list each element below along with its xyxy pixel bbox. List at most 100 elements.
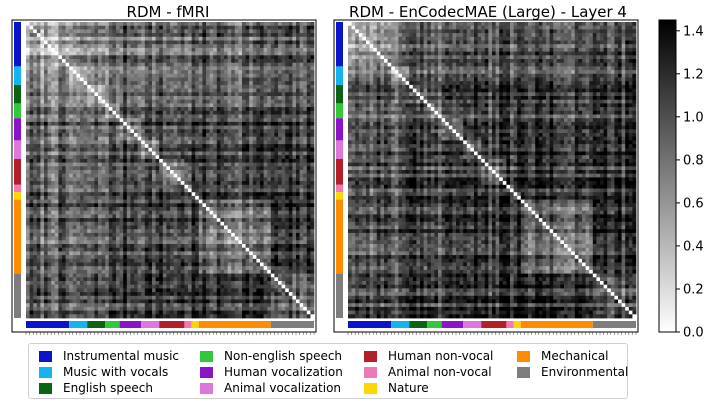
heatmap-cell [108,221,113,226]
heatmap-cell [209,36,214,41]
heatmap-cell [144,133,149,138]
heatmap-cell [234,240,239,245]
heatmap-cell [159,188,164,193]
heatmap-cell [184,147,189,152]
heatmap-cell [119,66,124,71]
heatmap-cell [216,225,221,230]
heatmap-cell [144,166,149,171]
heatmap-cell [166,221,171,226]
heatmap-cell [249,129,254,134]
heatmap-cell [51,40,56,45]
heatmap-cell [119,229,124,234]
heatmap-cell [260,114,264,119]
heatmap-cell [252,121,257,126]
heatmap-cell [209,59,214,64]
heatmap-cell [292,22,297,27]
heatmap-cell [44,133,48,138]
heatmap-cell [123,99,128,104]
heatmap-cell [162,221,167,226]
heatmap-cell [90,114,95,119]
heatmap-cell [58,203,63,208]
heatmap-cell [231,207,236,212]
heatmap-cell [234,158,239,163]
heatmap-cell [98,92,102,97]
heatmap-cell [134,36,138,41]
heatmap-cell [148,25,153,30]
heatmap-cell [173,195,178,200]
heatmap-cell [285,77,290,82]
heatmap-cell [119,173,124,178]
heatmap-cell [33,29,38,34]
heatmap-cell [303,103,308,108]
heatmap-cell [33,244,38,249]
heatmap-cell [188,22,192,27]
heatmap-cell [83,166,88,171]
heatmap-cell [159,184,164,189]
heatmap-cell [148,170,153,175]
heatmap-cell [162,147,167,152]
heatmap-cell [33,51,38,56]
heatmap-cell [231,218,236,223]
heatmap-cell [285,147,290,152]
heatmap-cell [270,29,275,34]
heatmap-cell [245,92,250,97]
heatmap-cell [62,162,66,167]
heatmap-cell [195,177,200,182]
heatmap-cell [137,188,142,193]
heatmap-cell [40,184,45,189]
heatmap-cell [148,177,153,182]
heatmap-cell [72,118,77,123]
heatmap-cell [177,73,182,78]
heatmap-cell [274,184,279,189]
heatmap-cell [36,129,41,134]
heatmap-cell [62,59,66,64]
heatmap-cell [144,199,149,204]
heatmap-cell [54,133,59,138]
heatmap-cell [278,81,282,86]
heatmap-cell [58,140,63,145]
heatmap-cell [105,229,110,234]
heatmap-cell [29,96,34,101]
heatmap-cell [62,107,66,112]
heatmap-cell [126,207,131,212]
heatmap-cell [170,70,174,75]
heatmap-cell [274,77,279,82]
heatmap-cell [209,170,214,175]
heatmap-cell [101,151,106,156]
heatmap-cell [159,121,164,126]
heatmap-cell [155,96,160,101]
heatmap-cell [224,118,228,123]
heatmap-cell [126,166,131,171]
heatmap-cell [252,240,257,245]
heatmap-cell [306,155,311,160]
heatmap-cell [58,25,63,30]
heatmap-cell [87,192,92,197]
heatmap-cell [166,40,171,45]
heatmap-cell [224,96,228,101]
heatmap-cell [234,81,239,86]
heatmap-cell [152,225,156,230]
heatmap-cell [195,210,200,215]
heatmap-cell [296,36,300,41]
heatmap-cell [144,155,149,160]
heatmap-cell [306,170,311,175]
heatmap-cell [144,184,149,189]
heatmap-cell [252,62,257,67]
heatmap-cell [44,121,48,126]
heatmap-cell [36,203,41,208]
heatmap-cell [98,22,102,27]
heatmap-cell [288,92,293,97]
heatmap-cell [108,62,113,67]
heatmap-cell [116,214,120,219]
heatmap-cell [260,192,264,197]
heatmap-cell [238,155,243,160]
heatmap-cell [101,70,106,75]
heatmap-cell [33,210,38,215]
heatmap-cell [299,73,304,78]
heatmap-cell [292,118,297,123]
heatmap-cell [260,47,264,52]
heatmap-cell [270,140,275,145]
heatmap-cell [134,114,138,119]
heatmap-cell [123,144,128,149]
heatmap-cell [224,121,228,126]
